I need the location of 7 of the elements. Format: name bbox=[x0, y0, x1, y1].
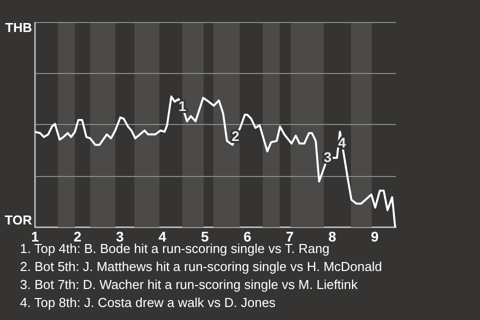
text: 3. Bot 7th: D. Wacher hit a run-scoring single vs M. Lieftink bbox=[20, 276, 359, 294]
text: THB bbox=[5, 20, 32, 36]
x-tick-label: 8 bbox=[328, 228, 336, 244]
text: 2. Bot 5th: J. Matthews hit a run-scoring single vs H. McDonald bbox=[20, 258, 382, 276]
x-tick-label: 9 bbox=[370, 228, 379, 244]
text: 4. Top 8th: J. Costa drew a walk vs D. Jones bbox=[20, 294, 277, 312]
text: TOR bbox=[4, 212, 33, 228]
